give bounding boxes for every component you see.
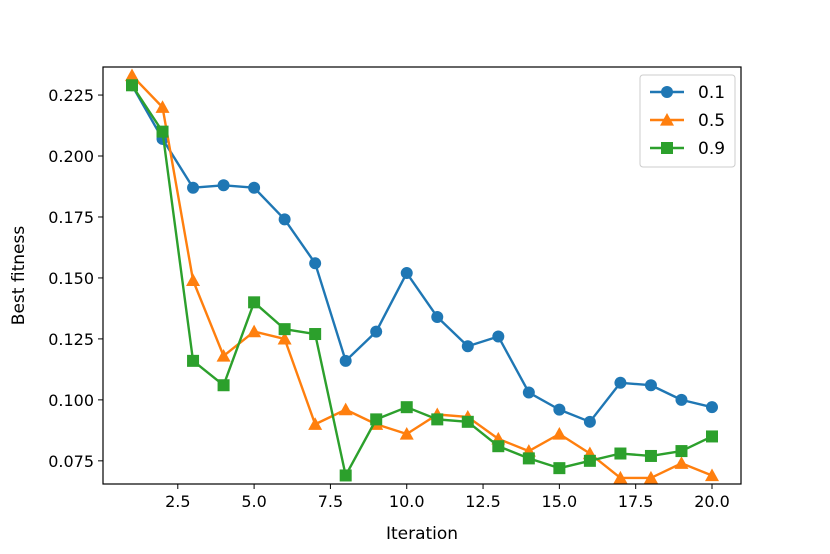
data-point (461, 415, 474, 428)
data-point (461, 340, 474, 353)
x-tick-label: 2.5 (165, 492, 190, 511)
y-tick-label: 0.200 (48, 147, 94, 166)
axis-ticks: 2.5 5.0 7.5 10.0 12.5 15.0 17.5 20.0 0.075 0.100 0… (48, 86, 730, 511)
data-point (339, 354, 352, 367)
data-point (248, 181, 261, 194)
data-point (155, 100, 170, 113)
data-point (583, 415, 596, 428)
data-point (644, 449, 657, 462)
series-layer (125, 68, 719, 484)
legend-marker (661, 86, 673, 98)
data-point (675, 445, 688, 458)
series-line (131, 74, 713, 480)
legend-label: 0.1 (698, 83, 725, 103)
data-point (705, 468, 719, 482)
x-tick-label: 12.5 (465, 492, 501, 511)
data-point (156, 125, 169, 138)
legend-marker (660, 113, 674, 126)
data-point (706, 401, 718, 414)
data-point (643, 470, 658, 484)
data-point (186, 273, 201, 286)
legend-label: 0.5 (698, 111, 725, 131)
x-tick-label: 20.0 (694, 492, 730, 511)
data-point (400, 267, 413, 280)
series-0.1 (126, 79, 718, 428)
data-point (216, 348, 231, 362)
y-tick-label: 0.100 (48, 391, 94, 410)
legend: 0.1 0.5 0.9 (639, 74, 736, 168)
data-point (492, 330, 505, 343)
legend-label: 0.9 (698, 139, 725, 159)
data-point (187, 354, 200, 367)
y-tick-label: 0.150 (48, 269, 94, 288)
data-point (308, 417, 323, 430)
legend-item: 0.1 (650, 83, 725, 103)
data-point (187, 181, 200, 194)
data-point (339, 469, 352, 482)
series-0.9 (126, 79, 718, 482)
data-point (217, 179, 230, 192)
data-point (675, 393, 688, 406)
data-point (706, 430, 718, 443)
data-point (614, 376, 627, 389)
data-point (431, 413, 444, 426)
data-point (309, 257, 322, 270)
legend-item: 0.5 (650, 111, 725, 131)
data-point (217, 379, 230, 392)
data-point (277, 331, 292, 345)
x-tick-label: 15.0 (542, 492, 578, 511)
legend-marker (661, 142, 673, 154)
data-point (583, 454, 596, 467)
data-point (399, 427, 414, 440)
data-point (247, 324, 262, 338)
data-point (522, 452, 535, 465)
data-point (125, 68, 139, 82)
data-point (370, 325, 383, 338)
legend-item: 0.9 (650, 139, 725, 159)
y-tick-label: 0.225 (48, 86, 94, 105)
series-line (130, 84, 713, 477)
data-point (400, 401, 413, 414)
x-tick-label: 10.0 (389, 492, 425, 511)
plot-frame (102, 66, 742, 485)
data-point (492, 440, 505, 453)
data-point (674, 456, 689, 469)
series-line (130, 84, 713, 424)
data-point (126, 79, 138, 92)
x-tick-label: 7.5 (318, 492, 343, 511)
y-axis-label: Best fitness (9, 226, 29, 326)
data-point (278, 323, 291, 336)
data-point (248, 296, 261, 309)
x-axis-label: Iteration (386, 524, 458, 544)
data-point (522, 386, 535, 399)
data-point (553, 462, 566, 475)
data-point (338, 402, 353, 416)
data-point (370, 413, 383, 426)
data-point (553, 403, 566, 416)
series-0.5 (125, 68, 719, 484)
y-tick-label: 0.075 (48, 452, 94, 471)
y-tick-label: 0.125 (48, 330, 94, 349)
data-point (613, 470, 628, 484)
y-tick-label: 0.175 (48, 208, 94, 227)
x-tick-label: 17.5 (618, 492, 654, 511)
data-point (614, 447, 627, 460)
data-point (431, 310, 444, 323)
data-point (644, 379, 657, 392)
data-point (552, 427, 567, 440)
x-tick-label: 5.0 (241, 492, 266, 511)
data-point (309, 328, 322, 341)
data-point (278, 213, 291, 226)
